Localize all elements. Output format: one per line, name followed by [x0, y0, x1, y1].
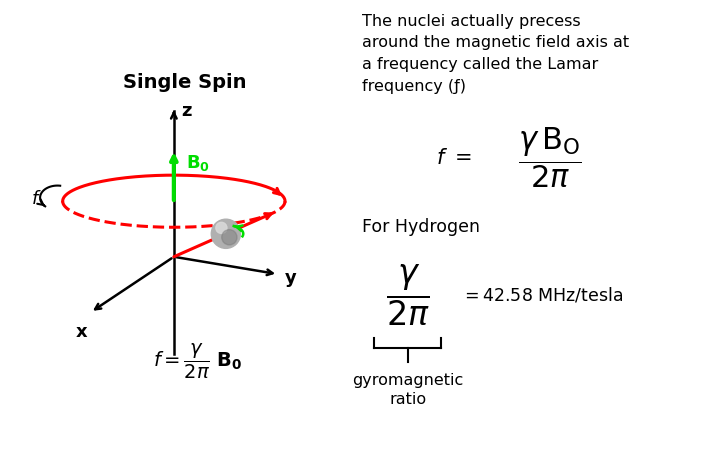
Text: $\mathbf{B_0}$: $\mathbf{B_0}$ [186, 153, 210, 173]
Text: y: y [285, 269, 297, 287]
Text: $\dfrac{\gamma\,\mathrm{B_O}}{2\pi}$: $\dfrac{\gamma\,\mathrm{B_O}}{2\pi}$ [518, 126, 581, 190]
Text: $f = \dfrac{\gamma}{2\pi}\ \mathbf{B_0}$: $f = \dfrac{\gamma}{2\pi}\ \mathbf{B_0}$ [153, 342, 243, 381]
Text: The nuclei actually precess
around the magnetic field axis at
a frequency called: The nuclei actually precess around the m… [362, 14, 629, 93]
Text: gyromagnetic
ratio: gyromagnetic ratio [352, 373, 463, 407]
Text: $= 42.58\ \mathrm{MHz/tesla}$: $= 42.58\ \mathrm{MHz/tesla}$ [461, 286, 623, 305]
Text: $f$: $f$ [31, 191, 42, 208]
Text: $\dfrac{\gamma}{2\pi}$: $\dfrac{\gamma}{2\pi}$ [386, 263, 430, 328]
Circle shape [216, 222, 227, 234]
Text: For Hydrogen: For Hydrogen [362, 218, 479, 236]
Circle shape [211, 219, 240, 248]
Text: x: x [76, 323, 88, 341]
Text: z: z [181, 102, 191, 120]
Text: Single Spin: Single Spin [123, 73, 246, 92]
Text: $f\ =$: $f\ =$ [436, 148, 471, 168]
Circle shape [222, 229, 237, 245]
